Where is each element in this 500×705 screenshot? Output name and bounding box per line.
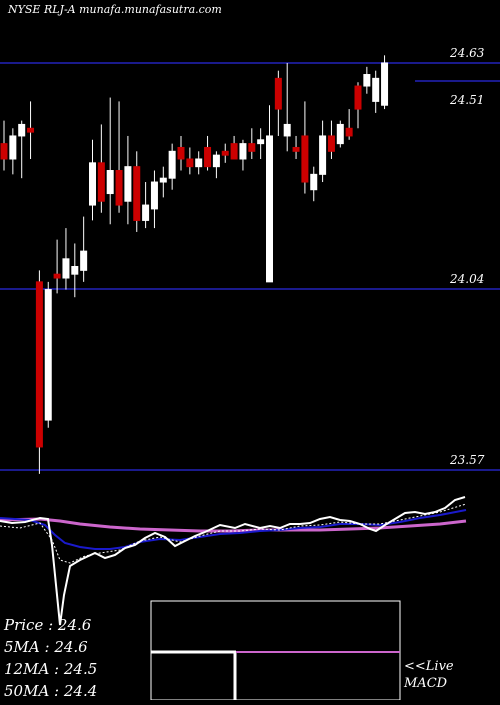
candle-body (27, 127, 35, 133)
candle-body (62, 258, 70, 279)
candle-body (372, 77, 380, 102)
stats-block: Price : 24.6 5MA : 24.6 12MA : 24.5 50MA… (3, 616, 97, 700)
candle-body (115, 170, 123, 206)
level-label-24-04: 24.04 (449, 272, 484, 286)
candle-body (71, 266, 79, 275)
candle-body (239, 143, 247, 160)
ma-line-white (0, 496, 466, 626)
candle-body (363, 74, 371, 87)
level-label-24-51: 24.51 (449, 93, 484, 107)
chart-title: NYSE RLJ-A munafa.munafasutra.com (7, 3, 222, 16)
candle-body (44, 289, 52, 421)
candle-body (195, 158, 203, 168)
level-label-23-57: 23.57 (449, 453, 485, 467)
candle-body (310, 173, 318, 191)
candle-body (381, 62, 389, 106)
candle-body (292, 146, 300, 152)
macd-live-label: <<Live (404, 659, 454, 674)
candle-body (274, 77, 282, 110)
stat-5ma: 5MA : 24.6 (4, 638, 88, 656)
candle-body (204, 146, 212, 168)
candle-body (89, 162, 96, 206)
candle-group (0, 55, 389, 474)
candle-body (257, 139, 265, 145)
candle-body (124, 166, 132, 202)
candle-body (0, 143, 8, 160)
candle-body (186, 158, 194, 168)
candle-body (142, 204, 150, 221)
candle-body (106, 170, 114, 195)
stat-price: Price : 24.6 (3, 616, 92, 634)
candle-body (133, 166, 141, 221)
candle-body (18, 123, 26, 137)
candle-body (97, 162, 105, 202)
candle-body (53, 273, 61, 279)
candle-body (168, 150, 176, 179)
candle-body (221, 150, 229, 156)
candle-body (283, 123, 291, 137)
candle-body (212, 154, 220, 168)
candle-body (327, 135, 335, 152)
candle-body (80, 250, 88, 271)
candle-body (248, 143, 256, 152)
price-level-group: 24.63 24.51 24.04 23.57 (0, 46, 500, 471)
macd-label: MACD (403, 676, 448, 691)
candle-body (266, 135, 273, 283)
candle-body (177, 146, 185, 160)
stat-12ma: 12MA : 24.5 (4, 660, 97, 678)
candle-body (159, 177, 167, 183)
stat-50ma: 50MA : 24.4 (4, 682, 97, 700)
ma-line-pink (0, 517, 467, 533)
candle-body (336, 123, 344, 145)
moving-average-group (0, 496, 467, 626)
candle-body (230, 143, 238, 160)
candle-body (150, 181, 158, 210)
ma-line-blue (0, 509, 467, 550)
candle-body (354, 85, 362, 110)
level-label-24-63: 24.63 (449, 46, 485, 60)
macd-panel: <<Live MACD (150, 600, 454, 701)
candle-body (319, 135, 327, 175)
candle-body (345, 127, 353, 137)
candle-body (301, 135, 309, 183)
candle-body (9, 135, 17, 160)
candle-body (35, 281, 43, 448)
ma-line-dotted (0, 503, 467, 564)
